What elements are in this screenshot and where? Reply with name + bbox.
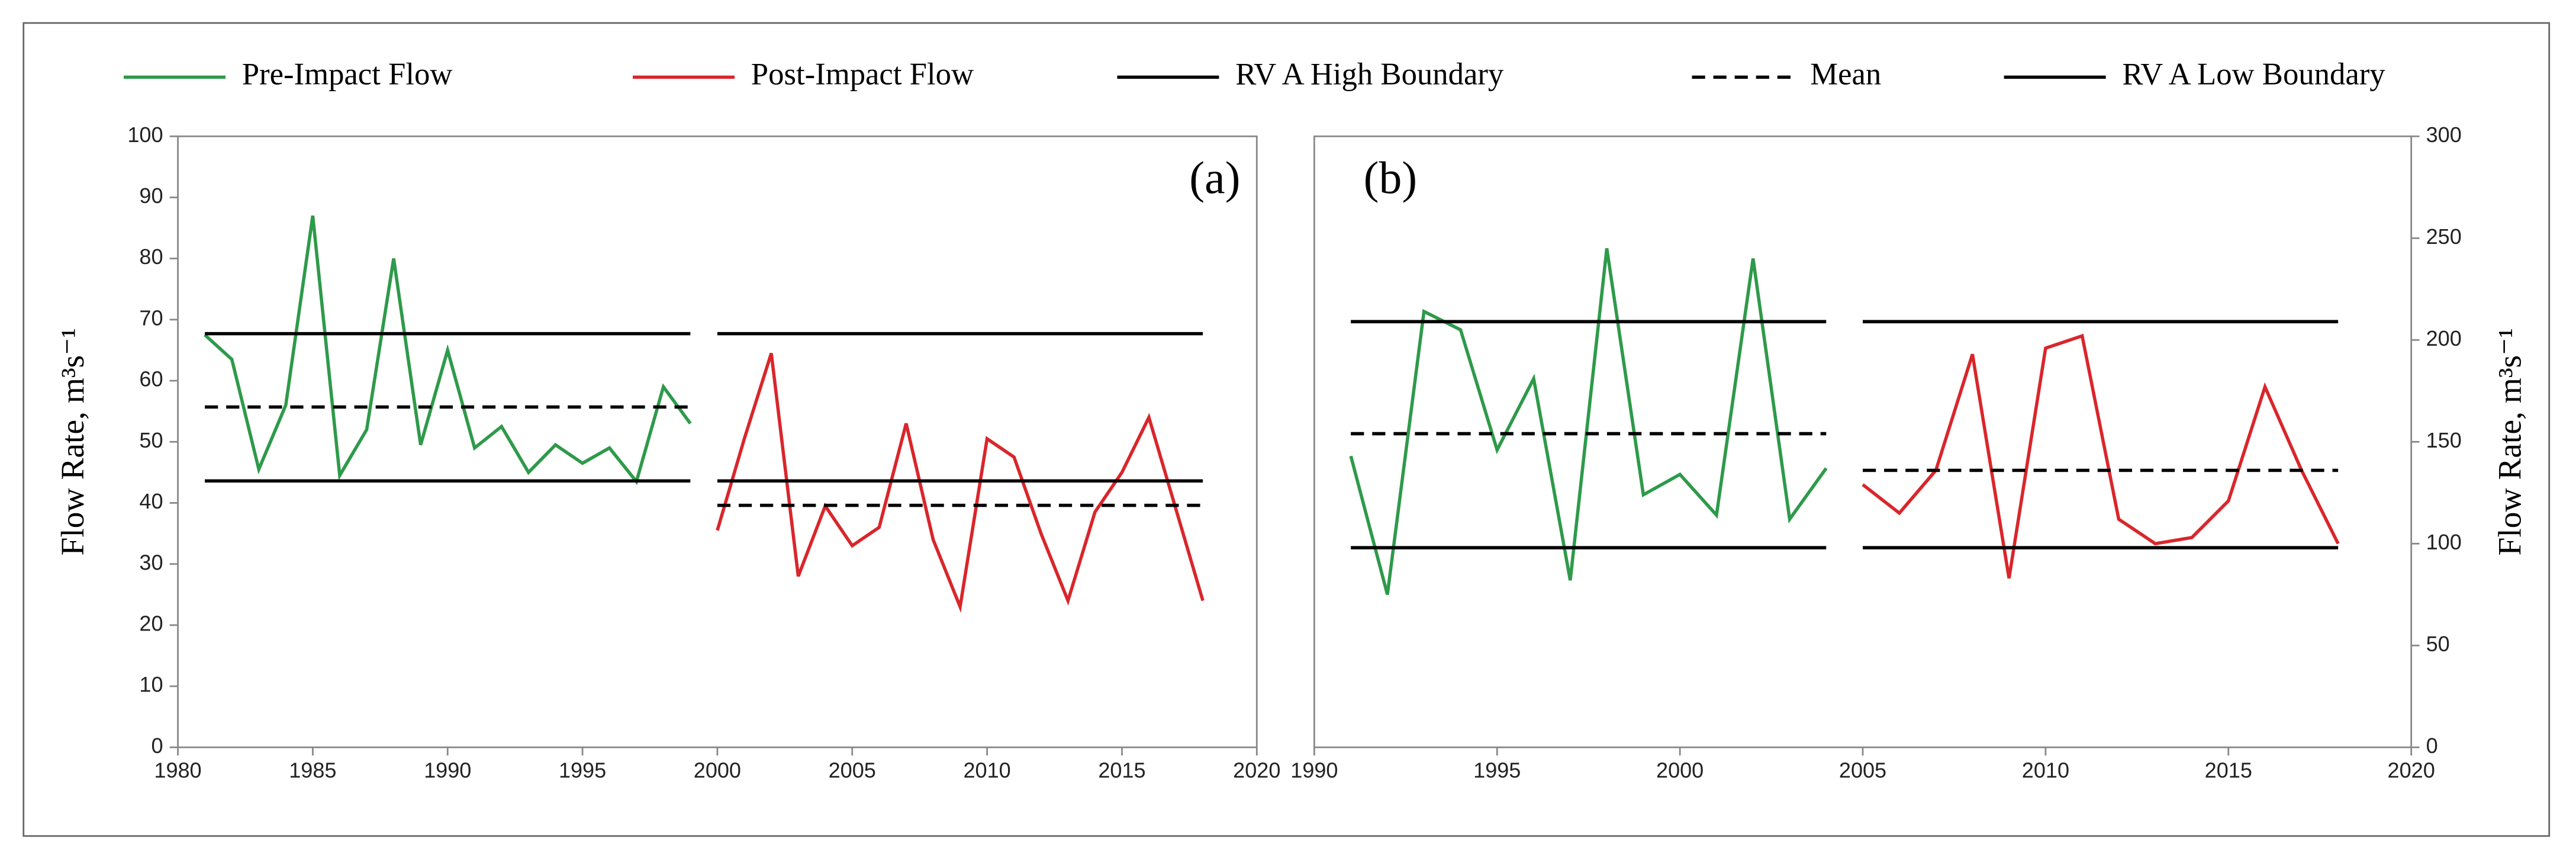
x-tick-label: 2010 <box>963 758 1010 782</box>
x-tick-label: 1990 <box>424 758 471 782</box>
x-tick-label: 2010 <box>2022 758 2069 782</box>
legend-label: Post-Impact Flow <box>751 57 974 91</box>
y2-tick-label: 100 <box>2426 530 2462 554</box>
plot-frame <box>177 135 1258 748</box>
y-tick-label: 80 <box>139 244 163 269</box>
legend-label: RV A Low Boundary <box>2122 57 2385 91</box>
x-tick-label: 2000 <box>1656 758 1704 782</box>
y2-tick-label: 150 <box>2426 428 2462 452</box>
x-tick-label: 2015 <box>1098 758 1145 782</box>
x-tick-label: 1995 <box>1473 758 1521 782</box>
x-tick-label: 2015 <box>2205 758 2252 782</box>
legend-label: Pre-Impact Flow <box>242 57 453 91</box>
y-tick-label: 30 <box>139 550 163 574</box>
x-tick-label: 2005 <box>1839 758 1886 782</box>
y-tick-label: 50 <box>139 428 163 452</box>
x-tick-label: 2005 <box>829 758 876 782</box>
x-tick-label: 2000 <box>694 758 741 782</box>
y2-tick-label: 250 <box>2426 224 2462 249</box>
series-line <box>204 215 692 485</box>
x-tick-label: 1980 <box>154 758 201 782</box>
y-tick-label: 40 <box>139 489 163 513</box>
y2-tick-label: 50 <box>2426 632 2450 656</box>
x-tick-label: 1985 <box>289 758 336 782</box>
outer-border <box>22 22 2551 837</box>
series-line <box>1351 432 2339 472</box>
panel-label: (a) <box>1189 152 1240 203</box>
x-tick-label: 1995 <box>559 758 606 782</box>
series-line <box>205 405 1203 507</box>
y-tick-label: 20 <box>139 611 163 635</box>
legend-label: Mean <box>1810 57 1881 91</box>
series-line <box>1349 248 1828 596</box>
y2-tick-label: 0 <box>2426 733 2438 758</box>
y-tick-label: 90 <box>139 184 163 208</box>
series-line <box>716 352 1205 613</box>
y-tick-label: 70 <box>139 305 163 330</box>
y2-tick-label: 300 <box>2426 123 2462 147</box>
x-tick-label: 1990 <box>1290 758 1338 782</box>
y-tick-label: 0 <box>151 733 163 758</box>
y-tick-label: 10 <box>139 673 163 697</box>
y-axis-label: Flow Rate, m³s⁻¹ <box>55 328 91 556</box>
x-tick-label: 2020 <box>2388 758 2435 782</box>
legend-label: RV A High Boundary <box>1235 57 1504 91</box>
y2-tick-label: 200 <box>2426 326 2462 350</box>
y-tick-label: 60 <box>139 367 163 391</box>
x-tick-label: 2020 <box>1233 758 1280 782</box>
panel-label: (b) <box>1364 152 1418 203</box>
y2-axis-label: Flow Rate, m³s⁻¹ <box>2492 328 2528 556</box>
series-line <box>1862 333 2340 579</box>
y-tick-label: 100 <box>127 123 163 147</box>
